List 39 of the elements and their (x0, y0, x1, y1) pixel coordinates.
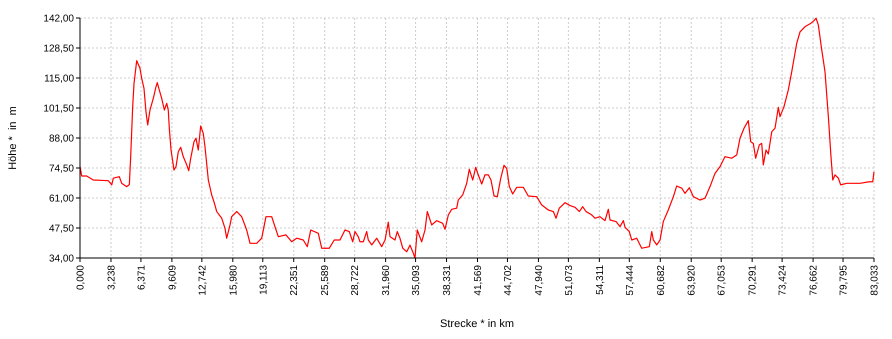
y-tick-label: 74,50 (48, 164, 74, 174)
x-tick-label: 51,073 (564, 264, 575, 296)
x-tick-label: 12,742 (197, 264, 208, 296)
y-tick-label: 142,00 (43, 14, 74, 24)
x-tick-label: 73,424 (778, 264, 789, 296)
x-tick-label: 9,609 (167, 264, 178, 290)
x-tick-label: 15,980 (228, 264, 240, 296)
x-tick-label: 35,093 (411, 264, 422, 296)
x-tick-label: 54,311 (594, 264, 606, 295)
x-tick-label: 60,682 (656, 264, 667, 296)
x-tick-label: 25,589 (320, 264, 332, 296)
x-tick-label: 76,662 (808, 264, 820, 296)
y-tick-label: 115,00 (44, 74, 74, 84)
line-series (79, 18, 875, 259)
x-tick-label: 28,722 (350, 264, 362, 296)
y-tick-label: 61,00 (48, 194, 74, 204)
y-tick-label: 101,50 (43, 104, 74, 114)
x-tick-label: 22,351 (289, 264, 300, 296)
x-tick-label: 3,238 (106, 264, 118, 290)
x-tick-label: 38,331 (442, 264, 454, 296)
y-tick-label: 128,50 (43, 44, 74, 54)
x-tick-label: 44,702 (502, 264, 514, 296)
x-tick-label: 19,113 (258, 264, 270, 295)
x-tick-label: 67,053 (716, 264, 728, 296)
x-tick-label: 57,444 (624, 264, 636, 296)
x-tick-label: 41,569 (473, 264, 484, 296)
x-tick-label: 79,795 (838, 264, 850, 296)
x-tick-label: 47,940 (534, 264, 545, 296)
x-tick-label: 6,371 (136, 264, 148, 290)
y-axis-title: Höhe * in m (7, 106, 19, 170)
x-tick-label: 83,033 (870, 264, 880, 296)
x-axis-title: Strecke * in km (440, 318, 514, 330)
x-tick-label: 70,291 (748, 264, 759, 296)
y-tick-label: 34,00 (48, 254, 74, 264)
x-tick-label: 31,960 (381, 264, 392, 296)
y-tick-label: 88,00 (48, 134, 74, 144)
x-tick-label: 0,000 (76, 264, 86, 290)
x-tick-label: 63,920 (686, 264, 698, 296)
y-tick-label: 47,50 (48, 224, 74, 234)
